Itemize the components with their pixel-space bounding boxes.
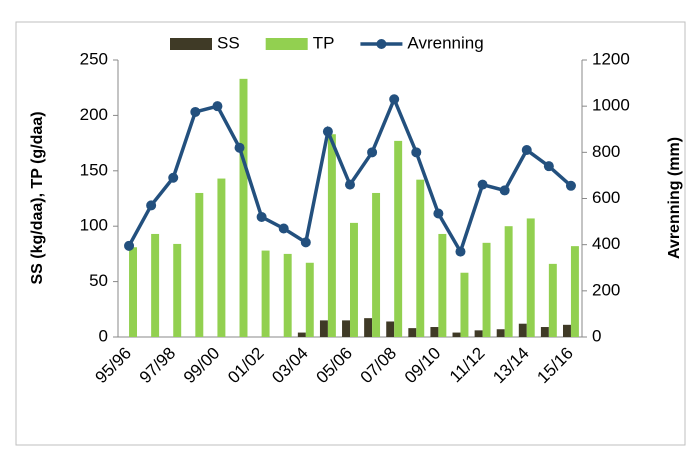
bar	[518, 323, 527, 337]
line-marker	[565, 180, 576, 191]
x-tick-label: 15/16	[533, 344, 577, 388]
y-tick-label: 50	[89, 271, 108, 290]
x-tick-label: 95/96	[92, 344, 136, 388]
line-marker	[389, 94, 400, 105]
x-tick-label: 01/02	[224, 344, 268, 388]
y2-axis-label: Avrenning (mm)	[666, 137, 683, 259]
bar	[372, 192, 381, 337]
x-tick-label: 03/04	[268, 344, 312, 388]
y-tick-label: 100	[80, 216, 108, 235]
line-marker	[499, 185, 510, 196]
bar	[386, 321, 395, 337]
legend-label: SS	[217, 33, 240, 52]
legend-swatch	[376, 39, 387, 49]
legend-label: Avrenning	[407, 33, 483, 52]
x-tick-label: 13/14	[489, 344, 533, 388]
bar	[496, 329, 505, 337]
bar	[504, 226, 513, 337]
x-tick-label: 09/10	[401, 344, 445, 388]
line-marker	[345, 179, 355, 190]
y-tick-label: 150	[80, 160, 108, 179]
line-marker	[124, 240, 135, 251]
bar	[350, 222, 358, 337]
bar	[327, 134, 336, 337]
line-marker	[411, 147, 422, 158]
line-marker	[278, 223, 289, 234]
line-marker	[190, 106, 201, 117]
bar	[305, 262, 314, 337]
bar	[297, 332, 306, 337]
line-marker	[322, 126, 333, 137]
bar	[430, 327, 439, 337]
bar	[364, 318, 373, 337]
line-marker	[146, 200, 157, 211]
bar	[408, 328, 417, 337]
bar	[261, 250, 270, 337]
line-marker	[543, 161, 554, 172]
bar	[342, 320, 350, 337]
bar	[460, 272, 469, 337]
y-tick-label: 250	[80, 49, 108, 68]
bar	[416, 179, 425, 337]
bar	[151, 233, 160, 337]
x-tick-label: 99/00	[180, 344, 224, 388]
y2-tick-label: 600	[592, 188, 620, 207]
bar	[217, 178, 226, 337]
line-marker	[300, 237, 311, 248]
bar	[474, 330, 483, 337]
line-marker	[256, 211, 267, 222]
line-marker	[212, 101, 223, 112]
legend-swatch	[265, 38, 308, 50]
bar	[482, 242, 491, 337]
y2-tick-label: 1200	[592, 49, 630, 68]
bar	[548, 263, 557, 337]
y2-tick-label: 1000	[592, 96, 630, 115]
y2-tick-label: 800	[592, 142, 620, 161]
bar	[283, 253, 292, 337]
line-marker	[521, 145, 532, 156]
x-tick-label: 07/08	[357, 344, 401, 388]
x-tick-label: 05/06	[312, 344, 356, 388]
bar	[540, 327, 549, 337]
line-marker	[477, 179, 488, 190]
bar	[394, 140, 403, 337]
chart-border	[15, 21, 686, 446]
bar	[239, 78, 248, 337]
y-tick-label: 0	[99, 326, 108, 345]
legend-swatch	[170, 38, 212, 50]
bar	[438, 233, 447, 337]
legend-label: TP	[313, 33, 335, 52]
bar	[562, 324, 571, 337]
y2-tick-label: 0	[592, 326, 601, 345]
bar	[319, 320, 328, 337]
x-tick-label: 11/12	[446, 344, 489, 387]
y2-tick-label: 400	[592, 234, 620, 253]
bar	[452, 332, 461, 337]
y2-tick-label: 200	[592, 280, 620, 299]
bar	[570, 246, 579, 337]
line-marker	[234, 142, 245, 153]
line-marker	[433, 208, 444, 219]
bar	[129, 247, 138, 337]
bar	[173, 243, 182, 337]
line-marker	[168, 172, 179, 183]
bar	[526, 218, 535, 337]
bar	[195, 192, 204, 337]
line-marker	[455, 246, 466, 257]
line-marker	[367, 147, 378, 158]
y-tick-label: 200	[80, 105, 108, 124]
x-tick-label: 97/98	[136, 344, 180, 388]
y-axis-label: SS (kg/daa), TP (g/daa)	[29, 111, 46, 284]
